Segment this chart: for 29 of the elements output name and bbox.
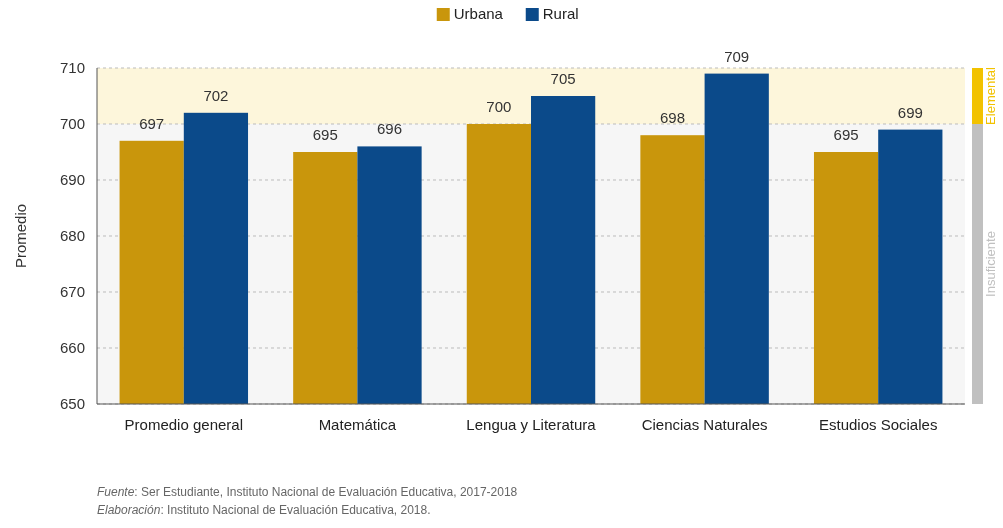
data-label: 698 bbox=[659, 109, 685, 127]
source-note: Fuente: Ser Estudiante, Instituto Nacional de Evaluación Educativa, 2017-2018 bbox=[97, 485, 518, 499]
data-label: 700 bbox=[486, 98, 512, 115]
y-tick-label: 690 bbox=[59, 171, 85, 189]
data-label: 709 bbox=[724, 47, 750, 65]
y-axis-title: Promedio bbox=[12, 203, 29, 269]
y-tick-label: 660 bbox=[59, 339, 85, 357]
data-label: 696 bbox=[377, 120, 403, 138]
y-tick-label: 650 bbox=[59, 395, 85, 413]
legend-label: Urbana bbox=[453, 5, 504, 22]
x-tick-label: Lengua y Literatura bbox=[466, 416, 597, 433]
data-label: 702 bbox=[203, 86, 229, 104]
data-label: 695 bbox=[833, 126, 859, 143]
y-tick-label: 710 bbox=[59, 59, 85, 77]
data-label: 705 bbox=[550, 70, 576, 87]
x-tick-label: Promedio general bbox=[124, 416, 243, 433]
band-label: Insuficiente bbox=[983, 231, 998, 297]
x-tick-label: Estudios Sociales bbox=[819, 416, 938, 433]
y-tick-label: 680 bbox=[59, 227, 85, 245]
x-tick-label: Matemática bbox=[318, 416, 397, 433]
band-label: Elemental bbox=[983, 66, 998, 125]
x-tick-label: Ciencias Naturales bbox=[641, 416, 768, 433]
text: Elaboración: Instituto Nacional de Evaluación Educativa, 2018. bbox=[97, 503, 431, 517]
data-label: 695 bbox=[312, 126, 338, 143]
data-label: 699 bbox=[897, 103, 923, 121]
data-label: 697 bbox=[139, 114, 165, 132]
y-tick-label: 700 bbox=[59, 115, 85, 133]
legend-label: Rural bbox=[542, 5, 579, 22]
y-tick-label: 670 bbox=[59, 283, 85, 301]
